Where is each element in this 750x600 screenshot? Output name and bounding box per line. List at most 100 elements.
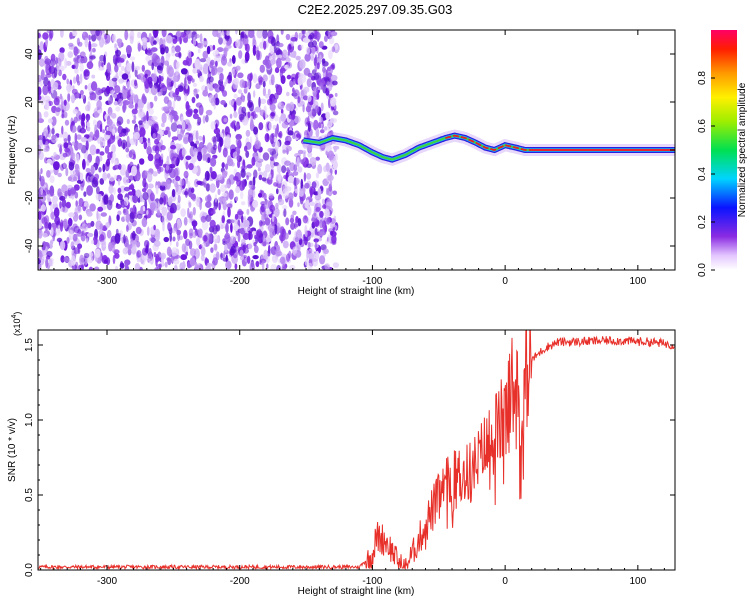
noise-speckle <box>94 173 100 180</box>
noise-speckle <box>160 145 166 151</box>
noise-speckle <box>224 163 229 170</box>
noise-speckle <box>280 109 284 114</box>
noise-speckle <box>186 75 193 82</box>
noise-speckle <box>159 197 164 205</box>
colorbar-tick-label: 0.4 <box>697 167 708 181</box>
y-tick-label: 0 <box>24 147 35 153</box>
noise-speckle <box>225 78 229 85</box>
noise-speckle <box>184 77 187 88</box>
noise-speckle <box>215 60 218 67</box>
noise-speckle <box>320 129 325 134</box>
noise-speckle <box>105 130 112 136</box>
noise-speckle <box>95 129 100 139</box>
noise-speckle <box>234 263 238 270</box>
noise-speckle <box>84 85 88 90</box>
noise-speckle <box>219 195 226 205</box>
noise-speckle <box>256 30 263 39</box>
noise-speckle <box>202 115 206 124</box>
noise-speckle <box>132 230 136 241</box>
noise-speckle <box>284 140 291 146</box>
noise-speckle <box>222 54 226 61</box>
noise-speckle <box>170 122 178 132</box>
noise-speckle <box>173 93 177 102</box>
noise-speckle <box>204 170 210 181</box>
noise-speckle <box>162 106 170 112</box>
noise-speckle <box>305 46 310 55</box>
noise-speckle <box>74 191 79 199</box>
noise-speckle <box>271 213 275 223</box>
noise-speckle <box>248 242 253 250</box>
noise-speckle <box>321 198 325 205</box>
noise-speckle <box>99 151 105 156</box>
noise-speckle <box>73 76 77 84</box>
noise-speckle <box>77 142 83 150</box>
noise-speckle <box>97 206 104 212</box>
noise-speckle <box>152 133 156 139</box>
noise-speckle <box>263 249 268 260</box>
noise-speckle <box>180 68 188 75</box>
noise-speckle <box>153 40 157 45</box>
noise-speckle <box>253 90 256 98</box>
noise-speckle <box>102 129 106 134</box>
noise-speckle <box>40 175 45 187</box>
noise-speckle <box>262 241 267 247</box>
noise-speckle <box>85 104 90 112</box>
noise-speckle <box>116 214 120 222</box>
noise-speckle <box>295 229 302 241</box>
noise-speckle <box>252 199 259 208</box>
noise-speckle <box>289 217 295 224</box>
noise-speckle <box>286 253 291 262</box>
noise-speckle <box>174 52 182 58</box>
noise-speckle <box>324 35 328 42</box>
noise-speckle <box>134 102 138 111</box>
noise-speckle <box>181 243 187 253</box>
y-tick-label: 0.5 <box>24 488 35 502</box>
noise-speckle <box>183 137 189 145</box>
noise-speckle <box>245 150 250 158</box>
noise-speckle <box>173 258 180 265</box>
noise-speckle <box>324 126 328 131</box>
noise-speckle <box>233 78 240 86</box>
noise-speckle <box>334 44 339 50</box>
noise-speckle <box>91 33 97 42</box>
noise-speckle <box>116 54 121 63</box>
noise-speckle <box>175 68 179 76</box>
noise-speckle <box>176 241 179 248</box>
noise-speckle <box>121 73 129 80</box>
noise-speckle <box>306 78 312 88</box>
noise-speckle <box>98 60 101 68</box>
noise-speckle <box>325 162 330 172</box>
noise-speckle <box>225 260 232 270</box>
noise-speckle <box>146 226 150 236</box>
noise-speckle <box>222 192 228 197</box>
noise-speckle <box>58 133 63 138</box>
noise-speckle <box>318 86 322 91</box>
snr-x-axis: -300 -200 -100 0 100 <box>40 330 665 587</box>
noise-speckle <box>106 229 112 239</box>
noise-speckle <box>49 169 54 174</box>
noise-speckle <box>60 255 65 263</box>
noise-speckle <box>225 44 232 49</box>
noise-speckle <box>173 81 177 89</box>
noise-speckle <box>130 92 134 103</box>
noise-speckle <box>98 167 102 173</box>
noise-speckle <box>80 118 85 127</box>
noise-speckle <box>200 254 205 262</box>
noise-speckle <box>114 253 120 259</box>
noise-speckle <box>258 174 263 181</box>
noise-speckle <box>137 42 141 52</box>
noise-speckle <box>146 102 151 112</box>
noise-speckle <box>202 134 206 145</box>
noise-speckle <box>108 96 113 106</box>
noise-speckle <box>73 176 78 182</box>
noise-speckle <box>261 177 267 182</box>
x-tick-label: -100 <box>362 576 382 587</box>
noise-speckle <box>286 91 290 97</box>
noise-speckle <box>96 100 102 110</box>
noise-speckle <box>126 225 129 232</box>
noise-speckle <box>221 162 225 169</box>
noise-speckle <box>230 222 233 233</box>
noise-speckle <box>188 163 194 171</box>
noise-speckle <box>92 82 95 89</box>
colorbar: 0.0 0.2 0.4 0.6 0.8 Normalized spectral ampl… <box>697 30 748 277</box>
